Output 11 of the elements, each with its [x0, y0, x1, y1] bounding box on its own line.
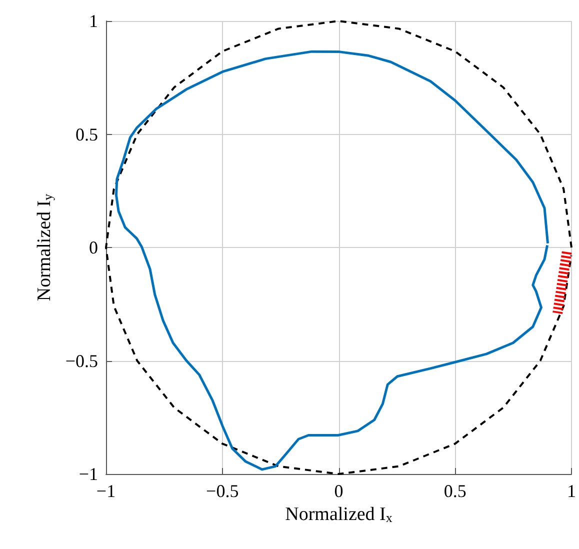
x-tick-label: 0.5 [444, 481, 466, 501]
x-tick-label: −0.5 [206, 481, 239, 501]
x-tick-label: 1 [567, 481, 576, 501]
y-tick-label: −1 [78, 464, 98, 484]
x-tick-label: 0 [334, 481, 344, 501]
y-tick-label: 1 [89, 11, 98, 31]
y-tick-label: 0 [89, 238, 98, 258]
x-axis-title: Normalized Ix [285, 504, 393, 525]
y-tick-label: 0.5 [76, 124, 98, 144]
y-tick-label: −0.5 [65, 350, 98, 371]
y-axis-title: Normalized Iy [34, 193, 55, 302]
